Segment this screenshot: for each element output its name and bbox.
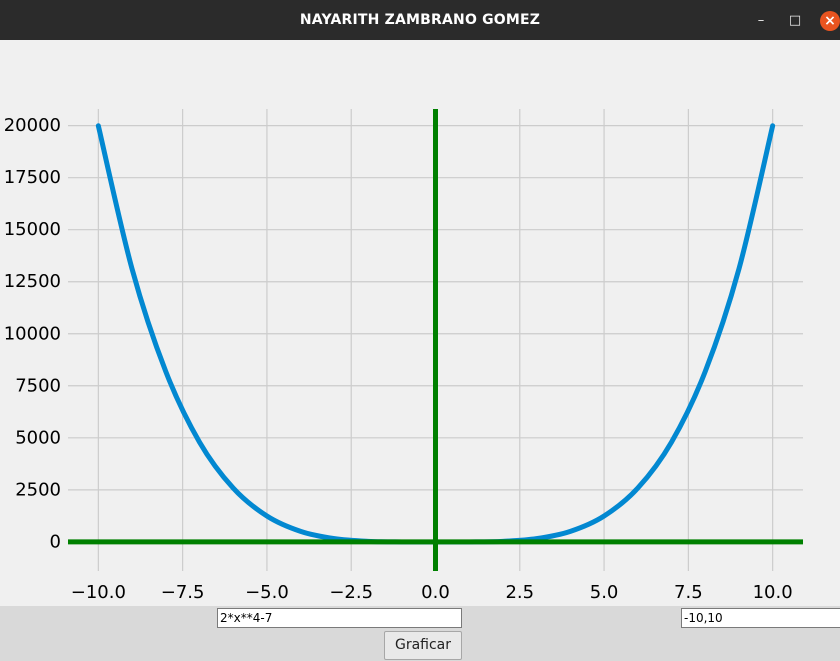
x-tick-label-3: −2.5 [329, 582, 373, 603]
x-tick-label-8: 10.0 [753, 582, 793, 603]
maximize-icon[interactable]: □ [788, 13, 802, 28]
function-input[interactable] [217, 608, 462, 628]
y-tick-label-2: 5000 [15, 427, 61, 448]
window-title: NAYARITH ZAMBRANO GOMEZ [299, 12, 541, 28]
x-tick-label-6: 5.0 [590, 582, 619, 603]
y-tick-label-8: 20000 [4, 115, 61, 136]
controls-panel: Graficar [0, 606, 840, 661]
y-tick-label-1: 2500 [15, 479, 61, 500]
y-tick-label-3: 7500 [15, 375, 61, 396]
title-bar: NAYARITH ZAMBRANO GOMEZ – □ × [0, 0, 840, 40]
y-tick-label-0: 0 [50, 531, 61, 552]
x-tick-label-4: 0.0 [421, 582, 450, 603]
minimize-icon[interactable]: – [757, 13, 765, 28]
x-tick-label-5: 2.5 [505, 582, 534, 603]
y-tick-label-6: 15000 [4, 219, 61, 240]
y-tick-label-7: 17500 [4, 167, 61, 188]
y-tick-label-5: 12500 [4, 271, 61, 292]
range-input[interactable] [681, 608, 840, 628]
x-tick-label-7: 7.5 [674, 582, 703, 603]
x-tick-label-0: −10.0 [71, 582, 126, 603]
x-tick-label-1: −7.5 [161, 582, 205, 603]
close-icon[interactable]: × [820, 11, 840, 31]
y-tick-label-4: 10000 [4, 323, 61, 344]
plot-area: −10.0 −7.5 −5.0 −2.5 0.0 2.5 5.0 7.5 10.0 0 2500 50… [0, 40, 840, 606]
x-tick-label-2: −5.0 [245, 582, 289, 603]
plot-button[interactable]: Graficar [384, 631, 462, 660]
function-chart: −10.0 −7.5 −5.0 −2.5 0.0 2.5 5.0 7.5 10.0 0 2500 50… [4, 109, 803, 603]
